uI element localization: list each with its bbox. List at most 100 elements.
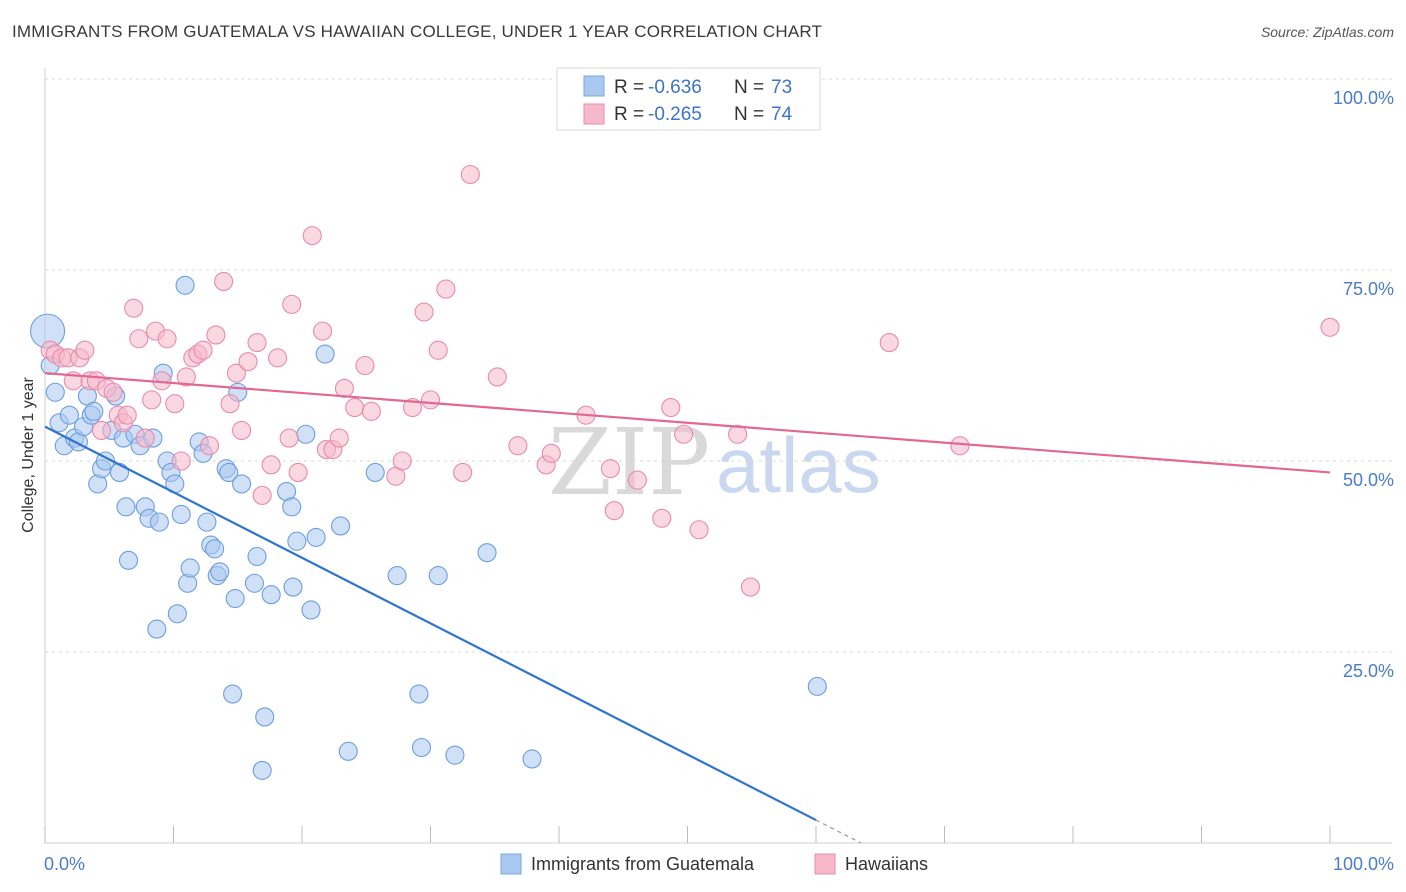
hawaiians-point	[728, 424, 748, 444]
legend-box: R = -0.636 N = 73 R = -0.265 N = 74	[556, 67, 821, 131]
hawaiians-point	[91, 420, 112, 440]
hawaiians-point	[879, 333, 899, 353]
guatemala-point	[171, 504, 191, 525]
hawaiians-point	[600, 459, 620, 479]
guatemala-point	[116, 497, 136, 517]
guatemala-point	[219, 462, 239, 483]
legend-n-value-2: 74	[771, 104, 793, 125]
bottom-legend-label-hawaiians: Hawaiians	[845, 854, 928, 874]
legend-r-label-1: R =	[614, 77, 644, 98]
hawaiians-point	[392, 451, 412, 471]
guatemala-point	[807, 676, 827, 696]
bottom-legend-label-guatemala: Immigrants from Guatemala	[531, 854, 755, 874]
guatemala-point	[180, 558, 200, 578]
x-tick-label-max: 100.0%	[1333, 854, 1394, 874]
guatemala-point	[411, 737, 432, 758]
guatemala-point	[477, 543, 497, 563]
source-label: Source: ZipAtlas.com	[1260, 24, 1394, 40]
legend-r-value-1: -0.636	[648, 77, 702, 98]
hawaiians-point	[313, 321, 333, 341]
hawaiians-point	[193, 340, 213, 360]
hawaiians-point	[689, 520, 709, 540]
guatemala-point	[175, 275, 195, 295]
guatemala-point	[197, 512, 217, 532]
guatemala-point	[283, 577, 303, 597]
hawaiians-point	[604, 501, 624, 521]
hawaiians-point	[508, 436, 528, 456]
trend-lines	[44, 372, 1331, 844]
guatemala-point	[306, 527, 326, 547]
hawaiians-point	[103, 382, 123, 402]
hawaiians-point	[453, 462, 473, 483]
hawaiians-point	[252, 485, 272, 505]
guatemala-point	[330, 516, 351, 536]
guatemala-point	[147, 619, 167, 639]
guatemala-point	[109, 462, 130, 483]
guatemala-point	[261, 585, 281, 605]
guatemala-point	[205, 539, 225, 559]
hawaiians-point	[414, 302, 434, 322]
hawaiians-point	[214, 271, 234, 292]
hawaiians-point	[282, 294, 302, 314]
y-axis-title: College, Under 1 year	[20, 377, 37, 533]
hawaiians-point	[220, 394, 240, 414]
axes	[44, 68, 1392, 844]
legend-n-label-2: N =	[734, 104, 764, 125]
hawaiians-point	[176, 367, 196, 387]
legend-n-value-1: 73	[771, 77, 792, 98]
hawaiians-point	[361, 401, 381, 421]
legend-r-value-2: -0.265	[648, 104, 702, 125]
guatemala-point	[409, 684, 429, 704]
hawaiians-point	[661, 397, 681, 418]
hawaiians-point	[329, 428, 349, 448]
hawaiians-point	[226, 363, 247, 383]
x-tick-label-min: 0.0%	[44, 854, 85, 874]
guatemala-point	[287, 531, 307, 551]
hawaiians-point	[627, 470, 647, 490]
guatemala-point	[149, 512, 169, 532]
chart-title: IMMIGRANTS FROM GUATEMALA VS HAWAIIAN CO…	[12, 22, 823, 41]
hawaiians-point	[652, 508, 672, 528]
guatemala-point	[338, 741, 358, 761]
guatemala-point	[252, 760, 272, 780]
legend-n-label-1: N =	[734, 77, 764, 98]
guatemala-point	[387, 566, 407, 586]
hawaiians-point	[334, 378, 354, 398]
guatemala-point	[365, 462, 385, 483]
y-tick-label-50: 50.0%	[1343, 470, 1394, 490]
hawaiians-point	[460, 164, 480, 185]
hawaiians-point	[142, 390, 162, 410]
bottom-legend-swatch-hawaiians	[814, 853, 836, 875]
hawaiians-point	[268, 348, 288, 368]
hawaiians-point	[428, 340, 448, 360]
hawaiians-point	[674, 424, 694, 444]
hawaiians-point	[261, 455, 281, 475]
guatemala-point	[522, 749, 542, 769]
hawaiians-point	[232, 420, 252, 440]
bottom-legend: Immigrants from Guatemala Hawaiians	[500, 853, 928, 875]
trend-line-guatemala-extension	[815, 819, 862, 844]
hawaiians-point	[541, 443, 561, 463]
hawaiians-point	[238, 352, 258, 372]
hawaiians-point	[402, 397, 423, 418]
guatemala-point	[255, 707, 275, 727]
legend-r-label-2: R =	[614, 104, 644, 125]
y-tick-label-100: 100.0%	[1333, 88, 1394, 108]
hawaiians-point	[75, 340, 95, 360]
hawaiians-point	[436, 279, 456, 299]
trend-line-guatemala	[44, 425, 817, 822]
guatemala-point	[225, 588, 245, 609]
hawaiians-point	[279, 428, 299, 448]
hawaiians-point	[206, 325, 226, 345]
y-tick-label-25: 25.0%	[1343, 661, 1394, 681]
hawaiians-point	[165, 394, 185, 414]
hawaiians-point	[355, 355, 375, 376]
guatemala-point	[59, 405, 79, 425]
hawaiians-point	[420, 390, 441, 410]
guatemala-point	[301, 600, 321, 620]
hawaiians-point	[950, 436, 970, 456]
hawaiians-point	[117, 405, 137, 425]
hawaiians-point	[740, 577, 761, 597]
hawaiians-point	[1320, 317, 1340, 337]
